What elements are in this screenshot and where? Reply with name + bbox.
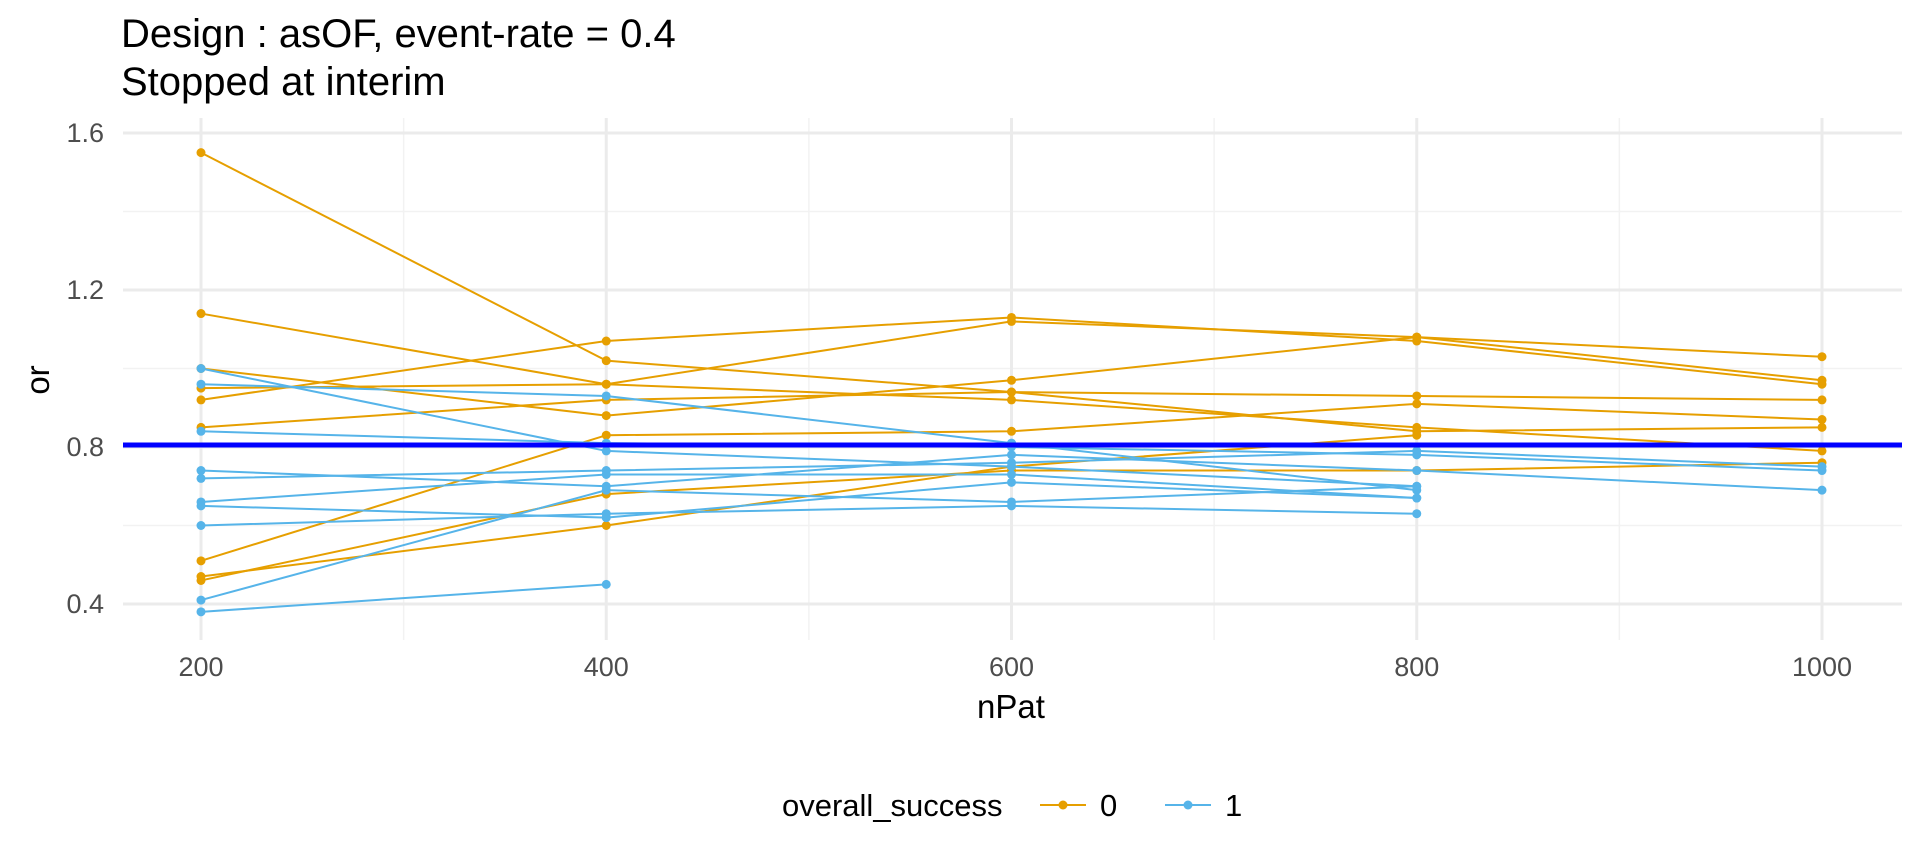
data-point-0 bbox=[1412, 399, 1422, 409]
data-point-0 bbox=[1817, 395, 1827, 405]
x-tick-label: 1000 bbox=[1792, 652, 1852, 682]
data-point-1 bbox=[1007, 477, 1016, 487]
y-tick-label: 0.4 bbox=[66, 589, 104, 619]
x-tick-label: 800 bbox=[1394, 652, 1439, 682]
data-point-1 bbox=[601, 391, 611, 401]
legend-key-point bbox=[1183, 800, 1193, 810]
chart-subtitle: Stopped at interim bbox=[121, 60, 446, 104]
data-point-1 bbox=[601, 446, 611, 456]
data-point-1 bbox=[1412, 509, 1422, 519]
data-point-1 bbox=[601, 509, 611, 519]
legend: overall_success 0 1 bbox=[782, 788, 1242, 823]
series-lines bbox=[196, 148, 1827, 617]
data-point-0 bbox=[1412, 430, 1422, 440]
series-line-1 bbox=[200, 481, 1417, 519]
x-axis-title: nPat bbox=[977, 688, 1045, 725]
data-point-0 bbox=[196, 148, 206, 158]
data-point-1 bbox=[1412, 466, 1422, 476]
data-point-1 bbox=[196, 521, 206, 530]
legend-title: overall_success bbox=[782, 788, 1003, 823]
data-point-0 bbox=[196, 309, 206, 319]
data-point-0 bbox=[1817, 415, 1827, 425]
data-point-1 bbox=[196, 379, 206, 389]
data-point-1 bbox=[196, 595, 206, 605]
data-point-0 bbox=[1412, 422, 1422, 432]
series-line-1 bbox=[200, 367, 1417, 488]
data-point-1 bbox=[1817, 462, 1827, 472]
data-point-0 bbox=[1412, 391, 1422, 401]
data-point-0 bbox=[1007, 387, 1016, 397]
data-point-0 bbox=[601, 336, 611, 346]
data-point-0 bbox=[601, 521, 611, 530]
series-line-1 bbox=[200, 504, 1417, 527]
data-point-0 bbox=[196, 572, 206, 582]
data-point-1 bbox=[1412, 493, 1422, 503]
data-point-1 bbox=[1412, 446, 1422, 456]
y-tick-label: 1.6 bbox=[66, 118, 104, 148]
data-point-0 bbox=[601, 379, 611, 389]
data-point-0 bbox=[1817, 375, 1827, 385]
series-line-1 bbox=[200, 485, 1417, 602]
data-point-0 bbox=[196, 556, 206, 566]
data-point-1 bbox=[601, 485, 611, 495]
y-tick-label: 1.2 bbox=[66, 275, 104, 305]
data-point-0 bbox=[196, 395, 206, 405]
data-point-0 bbox=[601, 411, 611, 421]
series-line-1 bbox=[200, 473, 1417, 503]
legend-label: 1 bbox=[1225, 788, 1242, 823]
legend-key-point bbox=[1058, 800, 1068, 810]
data-point-1 bbox=[196, 607, 206, 617]
y-tick-label: 0.8 bbox=[66, 432, 104, 462]
series-line-1 bbox=[200, 383, 1417, 492]
data-point-0 bbox=[1817, 422, 1827, 432]
data-point-1 bbox=[601, 579, 611, 589]
data-point-0 bbox=[601, 356, 611, 366]
data-point-0 bbox=[1412, 332, 1422, 342]
series-line-1 bbox=[200, 583, 607, 613]
x-axis-ticks: 200 400 600 800 1000 bbox=[178, 652, 1852, 682]
x-tick-label: 600 bbox=[989, 652, 1034, 682]
data-point-1 bbox=[601, 469, 611, 479]
data-point-1 bbox=[196, 364, 206, 373]
x-tick-label: 400 bbox=[584, 652, 629, 682]
data-point-0 bbox=[601, 430, 611, 440]
data-point-0 bbox=[1007, 375, 1016, 385]
data-point-1 bbox=[1007, 458, 1016, 468]
legend-label: 0 bbox=[1100, 788, 1117, 823]
data-point-1 bbox=[1007, 497, 1016, 507]
data-point-1 bbox=[196, 426, 206, 436]
data-point-0 bbox=[1817, 352, 1827, 362]
data-point-0 bbox=[1007, 316, 1016, 326]
data-point-0 bbox=[1817, 446, 1827, 456]
data-point-1 bbox=[1817, 485, 1827, 495]
data-point-1 bbox=[196, 473, 206, 483]
x-tick-label: 200 bbox=[178, 652, 223, 682]
data-point-0 bbox=[1007, 395, 1016, 405]
data-point-1 bbox=[1007, 469, 1016, 479]
y-axis-ticks: 0.4 0.8 1.2 1.6 bbox=[66, 118, 104, 619]
data-point-1 bbox=[196, 501, 206, 511]
data-point-1 bbox=[196, 466, 206, 476]
y-axis-title: or bbox=[19, 365, 56, 394]
data-point-1 bbox=[1412, 481, 1422, 491]
data-point-1 bbox=[1007, 450, 1016, 460]
data-point-0 bbox=[1007, 426, 1016, 436]
chart-title: Design : asOF, event-rate = 0.4 bbox=[121, 12, 676, 56]
